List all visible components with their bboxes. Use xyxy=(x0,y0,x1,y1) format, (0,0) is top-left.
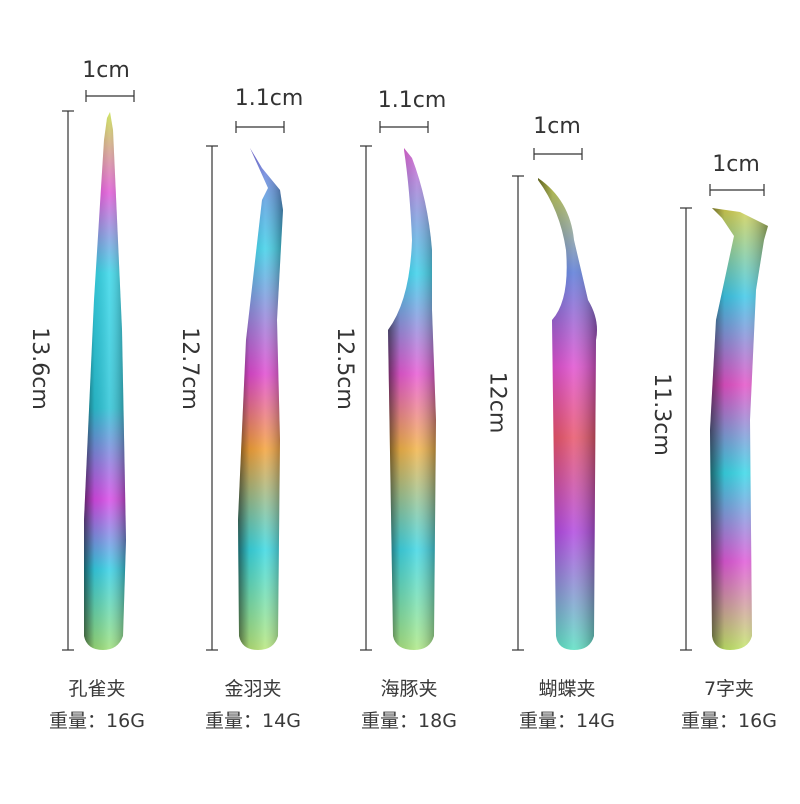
product-weight: 重量：16G xyxy=(681,710,777,732)
width-label: 1.1cm xyxy=(234,86,304,111)
product-weight: 重量：14G xyxy=(205,710,301,732)
product-name: 蝴蝶夹 xyxy=(538,678,596,700)
tweezer-dolphin xyxy=(388,148,436,650)
width-label: 1.1cm xyxy=(377,88,447,113)
product-weight: 重量：16G xyxy=(49,710,145,732)
length-label: 12.7cm xyxy=(176,327,202,410)
product-name: 7字夹 xyxy=(703,678,755,700)
tweezer-peacock xyxy=(84,112,126,650)
product-weight: 重量：14G xyxy=(519,710,615,732)
tweezer-butterfly xyxy=(538,178,597,650)
length-label: 12cm xyxy=(484,371,510,434)
length-label: 13.6cm xyxy=(26,327,52,410)
width-label: 1cm xyxy=(82,58,130,83)
length-label: 11.3cm xyxy=(648,373,674,456)
product-weight: 重量：18G xyxy=(361,710,457,732)
length-label: 12.5cm xyxy=(331,327,357,410)
product-name: 孔雀夹 xyxy=(68,678,126,700)
dimension-lines xyxy=(62,90,765,651)
width-label: 1cm xyxy=(533,114,581,139)
width-label: 1cm xyxy=(712,152,760,177)
tweezer-seven xyxy=(710,208,768,650)
product-name: 海豚夹 xyxy=(380,678,438,700)
tweezer-golden-feather xyxy=(238,148,283,650)
product-name: 金羽夹 xyxy=(224,678,282,700)
